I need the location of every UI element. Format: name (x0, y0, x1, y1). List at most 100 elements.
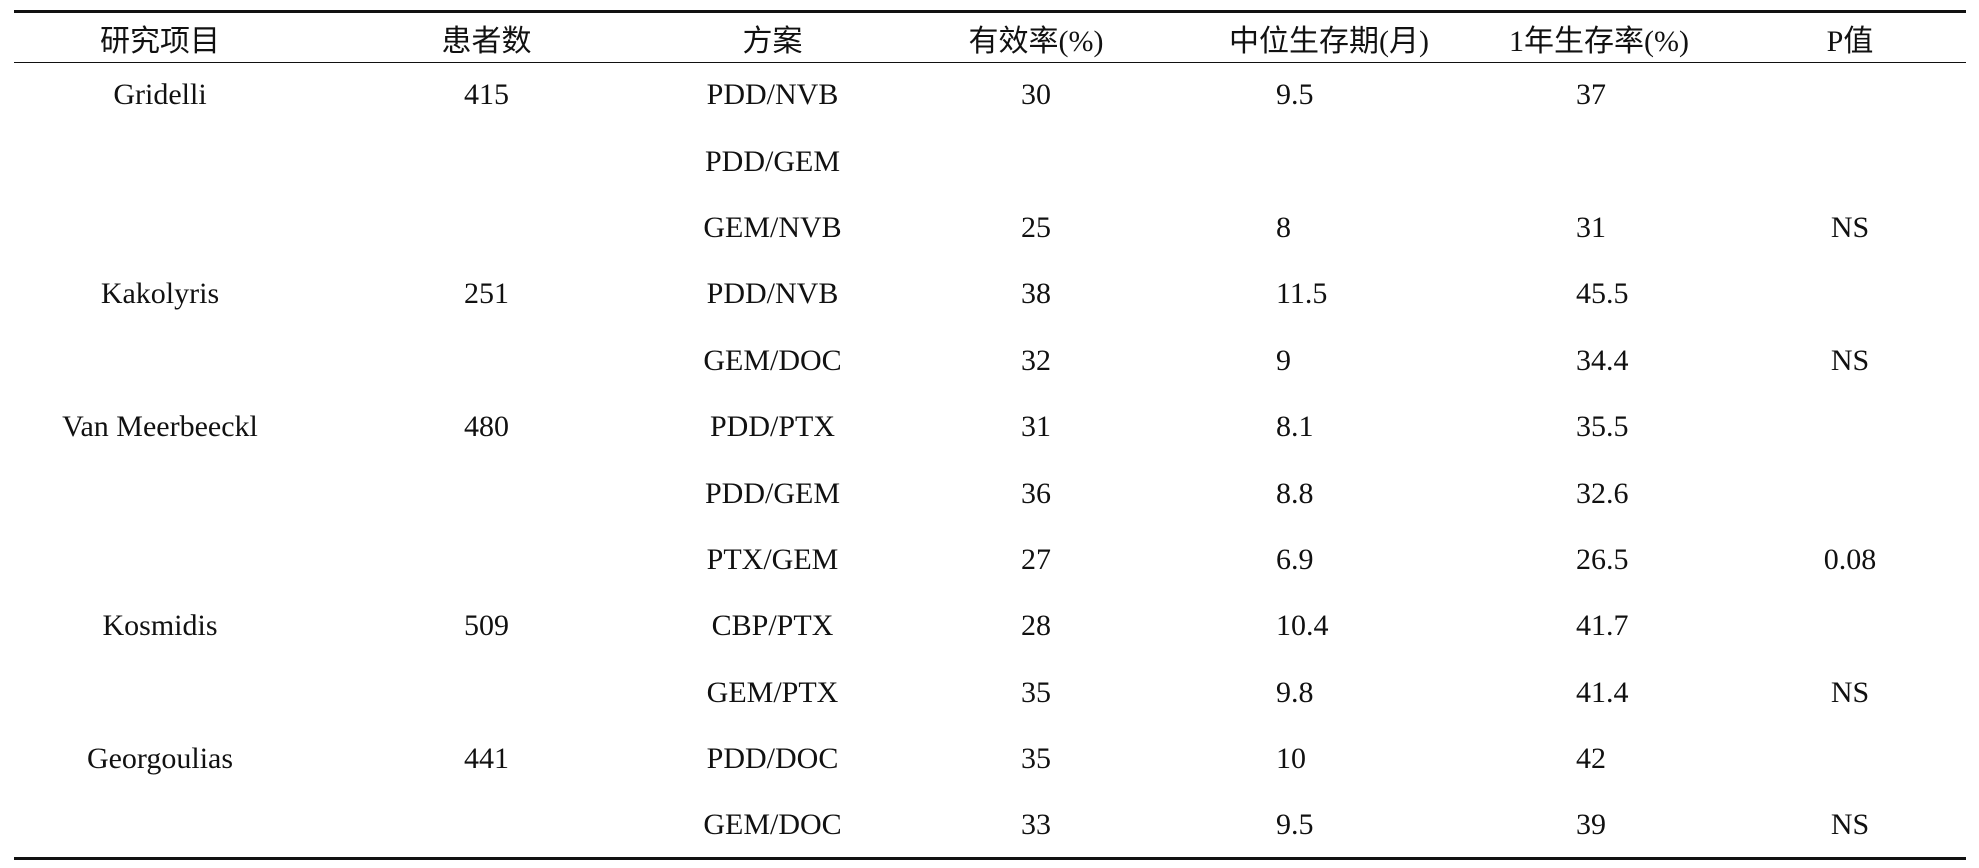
cell-patients (306, 328, 667, 394)
cell-study: Georgoulias (86, 742, 234, 776)
cell-one-year-survival: 39 (1576, 808, 1606, 842)
cell-patients: 415 (464, 78, 509, 112)
table-row: Van Meerbeeckl 480 PDD/PTX 31 8.1 35.5 (14, 394, 1966, 460)
cell-one-year-survival: 41.4 (1576, 675, 1629, 709)
cell-study: Van Meerbeeckl (62, 410, 258, 444)
table-top-rule (14, 10, 1966, 13)
cell-patients: 480 (464, 410, 509, 444)
cell-median-survival: 9.5 (1276, 78, 1314, 112)
table-row: Kakolyris 251 PDD/NVB 38 11.5 45.5 (14, 261, 1966, 327)
table-row: PDD/GEM (14, 128, 1966, 194)
header-study: 研究项目 (100, 24, 220, 58)
table-header-rule (14, 62, 1966, 63)
cell-one-year-survival: 26.5 (1576, 542, 1629, 576)
cell-study (14, 328, 306, 394)
cell-regimen: PDD/GEM (704, 476, 840, 510)
cell-regimen: GEM/NVB (703, 210, 842, 244)
table-row: PDD/GEM 36 8.8 32.6 (14, 460, 1966, 526)
cell-study (14, 460, 306, 526)
cell-one-year-survival: 45.5 (1576, 277, 1629, 311)
table-row: GEM/PTX 35 9.8 41.4 NS (14, 660, 1966, 726)
header-p-value: P值 (1826, 24, 1874, 58)
cell-p-value (1734, 726, 1966, 792)
cell-median-survival: 9.5 (1276, 808, 1314, 842)
cell-p-value (1734, 460, 1966, 526)
cell-median-survival: 9 (1276, 343, 1291, 377)
cell-median-survival: 8.1 (1276, 410, 1314, 444)
cell-p-value: NS (1830, 210, 1870, 244)
cell-patients (306, 195, 667, 261)
table-row: GEM/DOC 32 9 34.4 NS (14, 328, 1966, 394)
cell-regimen: PDD/DOC (706, 742, 839, 776)
table-body: Gridelli 415 PDD/NVB 30 9.5 37 PDD/GEM GEM/NVB 2… (14, 62, 1966, 859)
cell-response-rate: 32 (1021, 343, 1051, 377)
cell-median-survival (1194, 128, 1464, 194)
cell-one-year-survival (1464, 128, 1734, 194)
cell-one-year-survival: 37 (1576, 78, 1606, 112)
cell-study: Kakolyris (100, 277, 220, 311)
table-header: 研究项目 患者数 方案 有效率(%) 中位生存期(月) 1年生存率(%) P值 (14, 13, 1966, 62)
cell-study: Gridelli (113, 78, 207, 112)
table-row: GEM/DOC 33 9.5 39 NS (14, 792, 1966, 858)
cell-median-survival: 10.4 (1276, 609, 1329, 643)
cell-regimen: GEM/PTX (706, 675, 839, 709)
cell-regimen: PDD/GEM (704, 144, 840, 178)
cell-response-rate (878, 128, 1194, 194)
header-regimen: 方案 (742, 24, 803, 58)
table-row: PTX/GEM 27 6.9 26.5 0.08 (14, 527, 1966, 593)
cell-patients: 441 (464, 742, 509, 776)
cell-one-year-survival: 42 (1576, 742, 1606, 776)
cell-response-rate: 30 (1021, 78, 1051, 112)
cell-regimen: PDD/NVB (706, 277, 839, 311)
table-row: GEM/NVB 25 8 31 NS (14, 195, 1966, 261)
cell-response-rate: 27 (1021, 542, 1051, 576)
cell-study (14, 660, 306, 726)
header-row: 研究项目 患者数 方案 有效率(%) 中位生存期(月) 1年生存率(%) P值 (14, 13, 1966, 62)
cell-patients (306, 660, 667, 726)
cell-regimen: PTX/GEM (706, 542, 839, 576)
cell-response-rate: 36 (1021, 476, 1051, 510)
cell-regimen: CBP/PTX (711, 609, 834, 643)
table-bottom-rule (14, 857, 1966, 860)
cell-one-year-survival: 31 (1576, 210, 1606, 244)
header-median-survival: 中位生存期(月) (1229, 24, 1429, 58)
cell-regimen: GEM/DOC (703, 808, 842, 842)
cell-patients (306, 460, 667, 526)
cell-p-value (1734, 261, 1966, 327)
header-patients: 患者数 (441, 24, 532, 58)
cell-regimen: PDD/PTX (709, 410, 836, 444)
cell-median-survival: 8 (1276, 210, 1291, 244)
cell-study: Kosmidis (102, 609, 218, 643)
cell-median-survival: 8.8 (1276, 476, 1314, 510)
cell-p-value (1734, 394, 1966, 460)
cell-response-rate: 31 (1021, 410, 1051, 444)
cell-response-rate: 25 (1021, 210, 1051, 244)
header-response-rate: 有效率(%) (968, 24, 1104, 58)
cell-p-value: NS (1830, 343, 1870, 377)
cell-p-value: NS (1830, 675, 1870, 709)
cell-patients (306, 792, 667, 858)
cell-one-year-survival: 41.7 (1576, 609, 1629, 643)
cell-median-survival: 6.9 (1276, 542, 1314, 576)
header-one-year-survival: 1年生存率(%) (1509, 24, 1689, 58)
cell-one-year-survival: 34.4 (1576, 343, 1629, 377)
table-row: Gridelli 415 PDD/NVB 30 9.5 37 (14, 62, 1966, 128)
cell-study (14, 195, 306, 261)
cell-one-year-survival: 35.5 (1576, 410, 1629, 444)
cell-patients: 251 (464, 277, 509, 311)
cell-p-value: NS (1830, 808, 1870, 842)
cell-p-value (1734, 62, 1966, 128)
cell-median-survival: 10 (1276, 742, 1306, 776)
cell-response-rate: 35 (1021, 742, 1051, 776)
cell-study (14, 792, 306, 858)
cell-patients: 509 (464, 609, 509, 643)
survival-table: 研究项目 患者数 方案 有效率(%) 中位生存期(月) 1年生存率(%) P值 … (14, 13, 1966, 859)
cell-regimen: PDD/NVB (706, 78, 839, 112)
cell-p-value (1734, 593, 1966, 659)
cell-p-value: 0.08 (1823, 542, 1877, 576)
table-row: Georgoulias 441 PDD/DOC 35 10 42 (14, 726, 1966, 792)
cell-patients (306, 527, 667, 593)
cell-response-rate: 28 (1021, 609, 1051, 643)
cell-one-year-survival: 32.6 (1576, 476, 1629, 510)
cell-response-rate: 35 (1021, 675, 1051, 709)
